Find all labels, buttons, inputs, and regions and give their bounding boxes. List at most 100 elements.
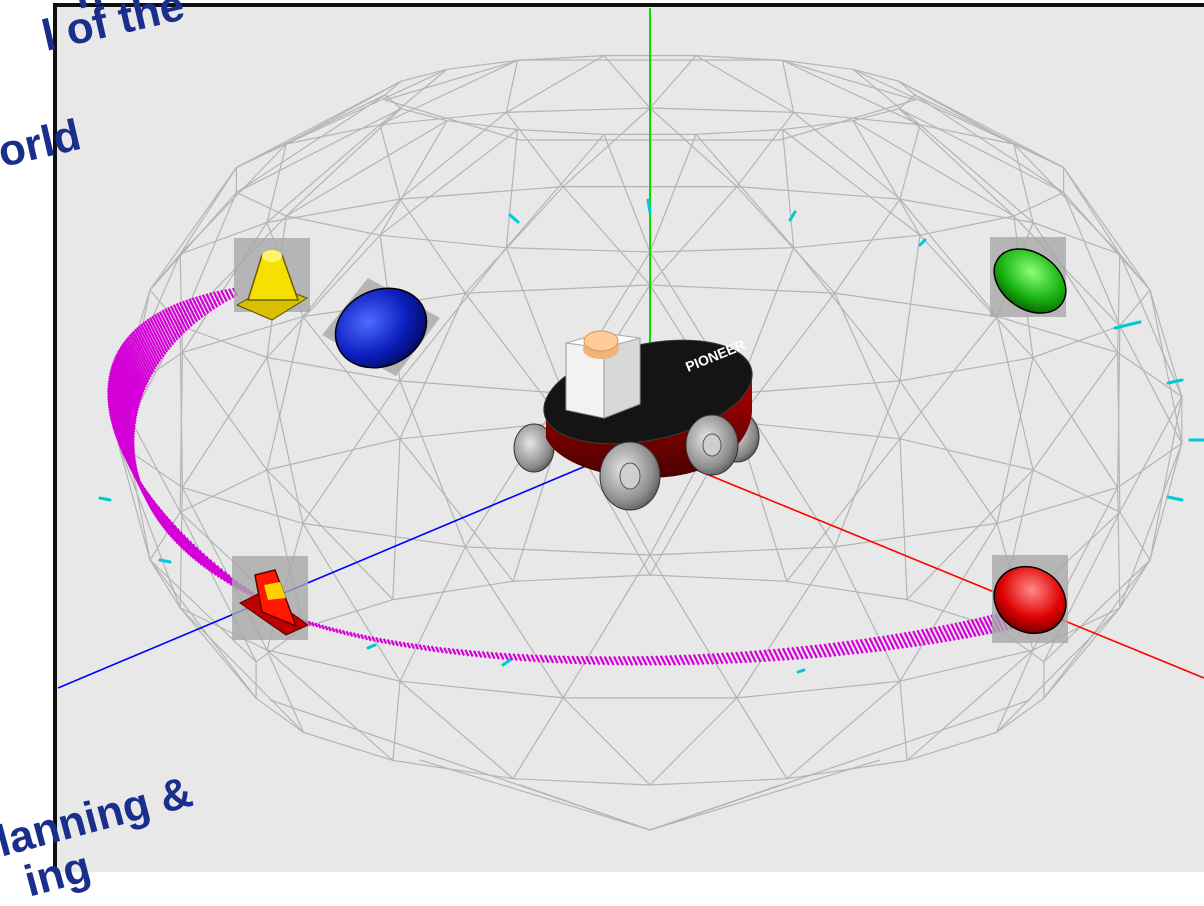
trajectory-tick bbox=[868, 637, 878, 653]
trajectory-tick bbox=[864, 638, 873, 653]
wireframe-edge bbox=[562, 697, 651, 786]
trajectory-tick bbox=[185, 537, 201, 564]
trajectory-tick bbox=[823, 643, 832, 658]
wireframe-edge bbox=[898, 108, 1064, 194]
waypoint-marker bbox=[366, 643, 377, 650]
trajectory-tick bbox=[950, 623, 961, 641]
trajectory-tick bbox=[219, 568, 230, 584]
wireframe-edge bbox=[149, 559, 257, 663]
wireframe-edge bbox=[781, 129, 795, 248]
trajectory-tick bbox=[837, 641, 846, 656]
trajectory-tick bbox=[664, 655, 672, 666]
planned-trajectory bbox=[107, 287, 1036, 666]
trajectory-tick bbox=[118, 348, 144, 396]
trajectory-tick bbox=[363, 634, 369, 641]
trajectory-tick bbox=[631, 655, 639, 666]
z-axis-line bbox=[57, 459, 601, 689]
x-axis-line bbox=[659, 454, 1204, 679]
wireframe-edge bbox=[782, 59, 921, 126]
red-sphere-object bbox=[992, 555, 1068, 643]
wireframe-edge bbox=[399, 380, 466, 548]
trajectory-tick bbox=[115, 354, 141, 404]
wireframe-edge bbox=[649, 699, 1031, 831]
trajectory-tick bbox=[688, 654, 696, 666]
trajectory-tick bbox=[149, 317, 169, 353]
wireframe-edge bbox=[1149, 289, 1183, 397]
trajectory-tick bbox=[113, 358, 140, 409]
trajectory-tick bbox=[539, 654, 545, 663]
trajectory-tick bbox=[818, 643, 828, 658]
trajectory-tick bbox=[886, 634, 896, 650]
wireframe-edge bbox=[649, 554, 738, 699]
trajectory-tick bbox=[338, 628, 343, 635]
trajectory-tick bbox=[832, 642, 841, 657]
trajectory-tick bbox=[903, 631, 913, 648]
wireframe-edge bbox=[899, 198, 998, 317]
wireframe-edge bbox=[1117, 487, 1121, 608]
trajectory-tick bbox=[164, 308, 181, 339]
trajectory-tick bbox=[144, 320, 165, 358]
trajectory-tick bbox=[566, 655, 573, 665]
trajectory-tick bbox=[946, 624, 956, 641]
trajectory-tick bbox=[753, 650, 762, 663]
trajectory-tick bbox=[107, 387, 135, 441]
trajectory-tick bbox=[132, 330, 155, 373]
wireframe-edge bbox=[464, 186, 564, 294]
wireframe-edge bbox=[505, 60, 519, 113]
waypoint-marker bbox=[98, 496, 112, 502]
wireframe-edge bbox=[919, 124, 1034, 223]
wireframe-edge bbox=[179, 607, 257, 699]
trajectory-tick bbox=[627, 655, 634, 666]
trajectory-tick bbox=[324, 625, 329, 631]
trajectory-tick bbox=[198, 295, 210, 314]
trajectory-tick bbox=[209, 292, 219, 308]
trajectory-tick bbox=[386, 639, 392, 645]
trajectory-tick bbox=[650, 655, 658, 666]
trajectory-tick bbox=[125, 338, 150, 383]
trajectory-tick bbox=[443, 647, 449, 654]
wireframe-edge bbox=[419, 759, 651, 831]
wireframe-edge bbox=[603, 134, 651, 253]
trajectory-tick bbox=[721, 652, 729, 665]
trajectory-tick bbox=[767, 649, 776, 662]
wireframe-edge bbox=[379, 68, 448, 126]
trajectory-tick bbox=[161, 309, 179, 341]
green-sphere-object bbox=[990, 237, 1067, 317]
trajectory-tick bbox=[117, 350, 143, 399]
trajectory-tick bbox=[169, 305, 186, 334]
trajectory-tick bbox=[735, 651, 743, 664]
trajectory-tick bbox=[982, 616, 993, 634]
trajectory-tick bbox=[447, 647, 453, 655]
trajectory-tick bbox=[954, 622, 965, 640]
wireframe-edge bbox=[1032, 352, 1119, 471]
wireframe-edge bbox=[505, 247, 564, 394]
wireframe-edge bbox=[834, 198, 901, 294]
wireframe-edge bbox=[236, 80, 402, 169]
trajectory-tick bbox=[599, 655, 606, 666]
trajectory-tick bbox=[763, 649, 771, 662]
trajectory-tick bbox=[205, 555, 217, 576]
trajectory-tick bbox=[809, 644, 818, 659]
wireframe-edge bbox=[266, 316, 304, 471]
wireframe-edge bbox=[995, 607, 1121, 733]
trajectory-tick bbox=[678, 654, 686, 666]
wireframe-edge bbox=[736, 546, 836, 699]
trajectory-tick bbox=[571, 655, 578, 665]
wireframe-edge bbox=[179, 167, 237, 255]
wireframe-edge bbox=[782, 129, 921, 236]
wireframe-edge bbox=[852, 120, 1015, 217]
wireframe-edge bbox=[399, 198, 466, 294]
trajectory-tick bbox=[314, 622, 319, 628]
wireframe-edge bbox=[786, 438, 901, 582]
wireframe-edge bbox=[899, 316, 998, 440]
trajectory-tick bbox=[669, 654, 677, 666]
wireframe-edge bbox=[899, 235, 921, 382]
trajectory-tick bbox=[349, 631, 354, 637]
trajectory-tick bbox=[916, 629, 926, 646]
wireframe-edge bbox=[285, 120, 448, 217]
trajectory-tick bbox=[138, 325, 160, 365]
wireframe-edge bbox=[505, 129, 519, 248]
trajectory-tick bbox=[402, 641, 407, 648]
wireframe-edge bbox=[149, 559, 257, 699]
pioneer-robot: PIONEER bbox=[513, 330, 760, 511]
